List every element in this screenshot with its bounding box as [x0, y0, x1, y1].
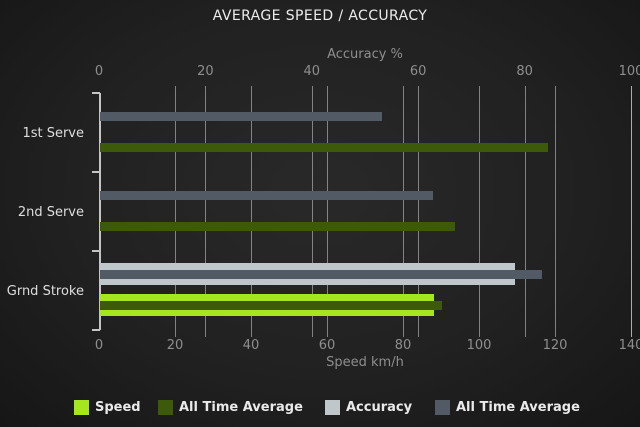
bottom-tick-label: 140	[618, 338, 640, 353]
speed-gridline	[327, 86, 328, 337]
accuracy-gridline	[311, 86, 313, 337]
y-axis-serif	[91, 171, 100, 173]
speed-gridline	[403, 86, 404, 337]
top-tick-label: 60	[409, 64, 427, 79]
bottom-tick-label: 120	[542, 338, 568, 353]
category-label: 1st Serve	[22, 126, 84, 141]
y-axis-line	[99, 93, 101, 330]
legend-label: All Time Average	[456, 400, 580, 415]
legend-label: Speed	[95, 400, 141, 415]
top-tick-label: 40	[303, 64, 321, 79]
top-axis-title: Accuracy %	[327, 47, 403, 62]
bottom-tick-label: 80	[394, 338, 412, 353]
y-axis-serif	[91, 329, 100, 331]
bottom-axis-title: Speed km/h	[326, 355, 404, 370]
speed-avg-bar	[100, 300, 442, 310]
top-tick-label: 80	[516, 64, 533, 79]
speed-gridline	[175, 86, 176, 337]
accuracy-avg-bar	[100, 111, 382, 121]
legend-label: Accuracy	[346, 400, 413, 415]
legend-swatch	[158, 400, 173, 415]
y-axis-serif	[91, 92, 100, 94]
top-tick-label: 100	[618, 64, 640, 79]
legend-swatch	[435, 400, 450, 415]
bottom-tick-label: 60	[318, 338, 336, 353]
legend-swatch	[325, 400, 340, 415]
top-tick-label: 20	[197, 64, 214, 79]
bottom-tick-label: 40	[242, 338, 260, 353]
speed-gridline	[251, 86, 252, 337]
speed-avg-bar	[100, 221, 456, 231]
bottom-tick-label: 20	[166, 338, 184, 353]
legend-label: All Time Average	[179, 400, 303, 415]
speed-gridline	[555, 86, 556, 337]
accuracy-gridline	[524, 86, 526, 337]
speed-gridline	[479, 86, 480, 337]
accuracy-avg-bar	[100, 190, 433, 200]
top-tick-label: 0	[94, 64, 104, 79]
bottom-tick-label: 0	[94, 338, 104, 353]
category-label: Grnd Stroke	[6, 284, 84, 299]
accuracy-avg-bar	[100, 269, 542, 279]
y-axis-serif	[91, 250, 100, 252]
category-label: 2nd Serve	[17, 205, 84, 220]
accuracy-gridline	[205, 86, 207, 337]
legend-swatch	[74, 400, 89, 415]
speed-gridline	[631, 86, 632, 337]
bottom-tick-label: 100	[466, 338, 492, 353]
speed-avg-bar	[100, 142, 549, 152]
accuracy-gridline	[418, 86, 420, 337]
chart-title: AVERAGE SPEED / ACCURACY	[212, 8, 428, 24]
